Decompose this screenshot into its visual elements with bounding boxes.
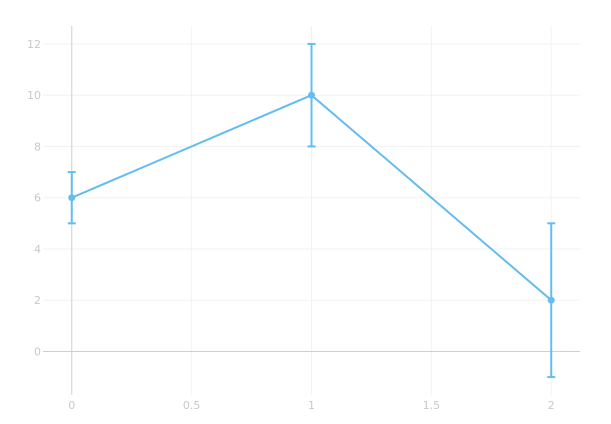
y-tick-label: 0 bbox=[34, 345, 41, 358]
x-tick-label: 1.5 bbox=[423, 399, 441, 412]
x-tick-label: 0 bbox=[68, 399, 75, 412]
x-tick-label: 0.5 bbox=[183, 399, 201, 412]
x-tick-label: 2 bbox=[548, 399, 555, 412]
y-tick-label: 12 bbox=[27, 38, 41, 51]
series bbox=[67, 42, 556, 379]
y-tick-label: 8 bbox=[34, 140, 41, 153]
x-tick-label: 1 bbox=[308, 399, 315, 412]
data-point bbox=[68, 194, 76, 202]
y-tick-label: 2 bbox=[34, 294, 41, 307]
y-tick-label: 6 bbox=[34, 192, 41, 205]
data-point bbox=[308, 91, 315, 99]
tick-labels: 0 2 4 6 8 10 12 0 0.5 1 1.5 2 bbox=[27, 38, 555, 412]
data-point bbox=[547, 296, 555, 304]
y-tick-label: 10 bbox=[27, 89, 41, 102]
y-tick-label: 4 bbox=[34, 243, 41, 256]
